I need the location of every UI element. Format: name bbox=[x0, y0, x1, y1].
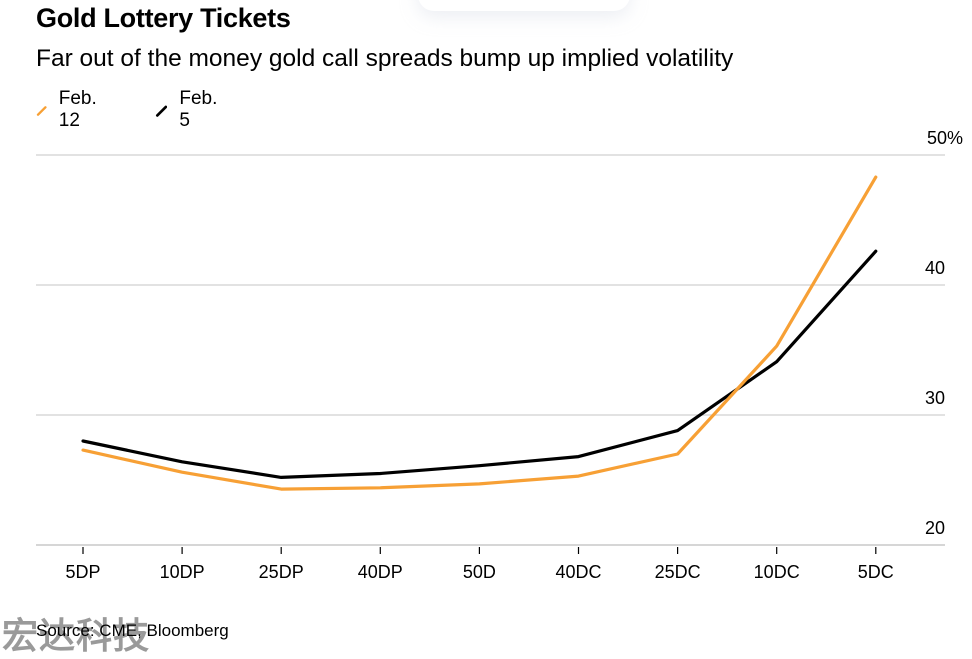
x-tick-label: 40DC bbox=[555, 562, 601, 582]
source-note: Source: CME, Bloomberg bbox=[36, 621, 229, 641]
x-tick-label: 50D bbox=[463, 562, 496, 582]
y-tick-label: 40 bbox=[925, 258, 945, 278]
x-tick-label: 10DC bbox=[754, 562, 800, 582]
y-axis-labels: 50% 40 30 20 bbox=[925, 128, 963, 538]
x-tick-label: 40DP bbox=[358, 562, 403, 582]
y-tick-label: 50% bbox=[927, 128, 963, 148]
series-lines bbox=[83, 177, 876, 489]
x-tick-label: 5DC bbox=[858, 562, 894, 582]
x-tick-label: 25DP bbox=[259, 562, 304, 582]
y-tick-label: 20 bbox=[925, 518, 945, 538]
gridlines bbox=[36, 155, 945, 545]
x-axis: 5DP 10DP 25DP 40DP 50D 40DC 25DC 10DC 5DC bbox=[65, 547, 893, 582]
x-tick-label: 10DP bbox=[160, 562, 205, 582]
x-tick-label: 25DC bbox=[655, 562, 701, 582]
x-tick-label: 5DP bbox=[65, 562, 100, 582]
series-line-feb-12 bbox=[83, 177, 876, 489]
y-tick-label: 30 bbox=[925, 388, 945, 408]
